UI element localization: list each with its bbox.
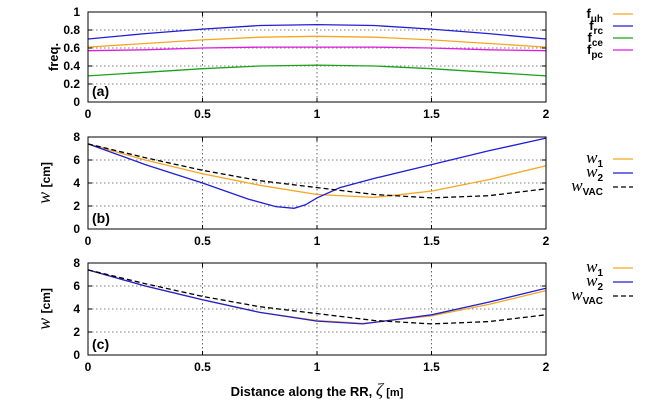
y-tick-label: 4: [73, 176, 80, 190]
x-tick-label: 2: [543, 107, 550, 121]
y-axis-label: w [cm]: [34, 288, 54, 330]
x-tick-label: 2: [543, 360, 550, 374]
legend-label-f-ce: fce: [588, 30, 604, 49]
series-line-w-1: [87, 143, 547, 199]
y-tick-label: 8: [73, 256, 80, 270]
x-tick-label: 1.5: [423, 107, 440, 121]
y-tick-label: 1: [73, 5, 80, 19]
legend-label-f-uh: fuh: [586, 6, 603, 25]
panel-label: (c): [92, 336, 109, 352]
y-tick-label: 4: [73, 302, 80, 316]
x-tick-label: 0: [85, 360, 92, 374]
y-tick-label: 0.4: [63, 59, 80, 73]
legend-label-w-vac: wVAC: [571, 285, 603, 307]
series-line-w-vac: [87, 269, 547, 325]
x-tick-label: 0: [85, 107, 92, 121]
y-tick-label: 0.2: [63, 77, 80, 91]
legend-label-w-vac: wVAC: [571, 176, 603, 198]
series-line-f-rc: [87, 23, 547, 40]
panel-label: (b): [92, 210, 110, 226]
plot-frame: [87, 262, 547, 356]
y-axis-label: freq.: [46, 43, 61, 71]
legend-label-f-pc: fpc: [587, 42, 603, 61]
legend-label-w-1: w1: [586, 257, 603, 279]
x-tick-label: 0.5: [194, 360, 211, 374]
y-tick-label: 0.8: [63, 23, 80, 37]
y-axis-label: w [cm]: [34, 162, 54, 204]
y-tick-label: 6: [73, 279, 80, 293]
x-tick-label: 1: [314, 107, 321, 121]
panel-label: (a): [92, 83, 109, 99]
y-tick-label: 8: [73, 130, 80, 144]
x-tick-label: 0.5: [194, 234, 211, 248]
legend-label-f-rc: frc: [589, 18, 603, 37]
series-line-f-uh: [87, 35, 547, 48]
y-tick-label: 0: [73, 95, 80, 109]
x-tick-label: 1: [314, 360, 321, 374]
series-line-f-ce: [87, 64, 547, 77]
plot-frame: [87, 136, 547, 230]
chart-panel-1: 0 0.5 1 1.5 2 0 0.2 0.4 0.6 0.8 1 (a) freq. fuhfrcfce…: [46, 5, 633, 121]
series-line-w-2: [87, 269, 547, 325]
y-tick-label: 0: [73, 348, 80, 362]
series-line-w-vac: [87, 143, 547, 199]
y-tick-label: 2: [73, 199, 80, 213]
x-tick-label: 1: [314, 234, 321, 248]
legend-label-w-2: w2: [586, 271, 603, 293]
y-tick-label: 6: [73, 153, 80, 167]
x-axis-label: Distance along the RR, ζ [m]: [231, 380, 404, 400]
y-tick-label: 0: [73, 222, 80, 236]
series-line-f-pc: [87, 46, 547, 52]
series-line-w-2: [87, 137, 547, 209]
x-tick-label: 2: [543, 234, 550, 248]
x-tick-label: 1.5: [423, 360, 440, 374]
x-tick-label: 0: [85, 234, 92, 248]
y-tick-label: 0.6: [63, 41, 80, 55]
plot-frame: [87, 11, 547, 103]
x-tick-label: 0.5: [194, 107, 211, 121]
legend-label-w-1: w1: [586, 148, 603, 170]
x-tick-label: 1.5: [423, 234, 440, 248]
legend-label-w-2: w2: [586, 162, 603, 184]
chart-panel-3: 0 0.5 1 1.5 2 0 2 4 6 8 (c) w [cm] Distance along th…: [34, 256, 633, 400]
y-tick-label: 2: [73, 325, 80, 339]
